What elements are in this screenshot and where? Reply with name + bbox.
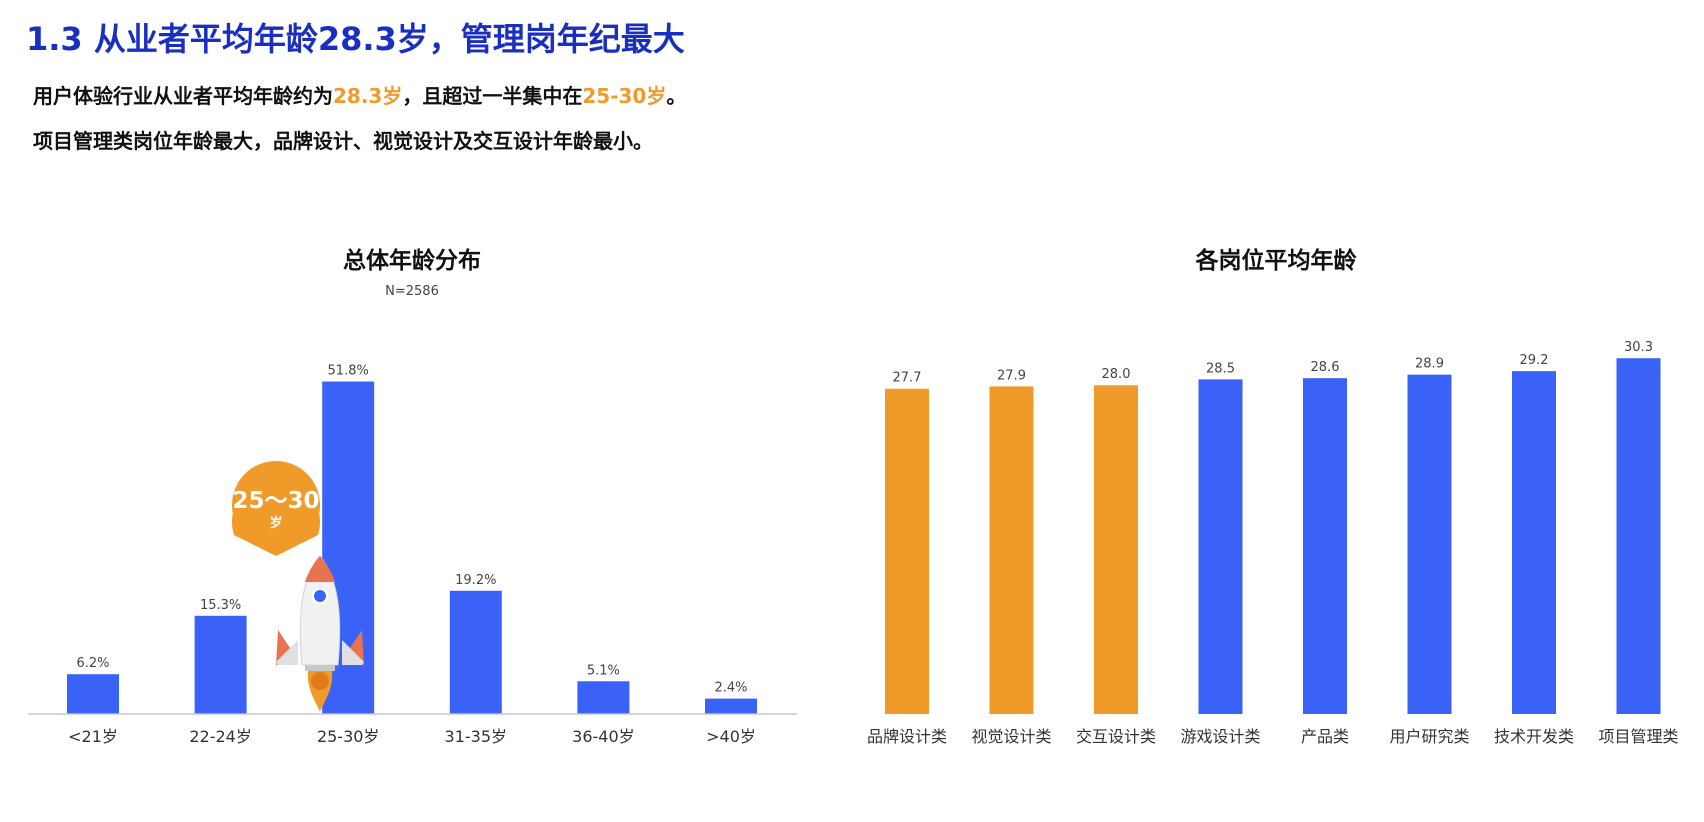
role-average-age-value-label-4: 28.6	[1311, 360, 1340, 375]
rocket-icon	[276, 555, 364, 712]
role-average-age-tick-label-3: 游戏设计类	[1180, 727, 1260, 746]
role-average-age-value-label-6: 29.2	[1520, 353, 1549, 368]
age-distribution-chart: 总体年龄分布 N=2586 6.2% 15.3% 51.8% 19.2% 5.1% 2.4…	[28, 247, 797, 746]
summary-text-1a: 用户体验行业从业者平均年龄约为	[33, 84, 333, 108]
age-distribution-bars: 6.2% 15.3% 51.8% 19.2% 5.1% 2.4%	[67, 364, 757, 714]
role-average-age-value-label-5: 28.9	[1415, 357, 1444, 372]
age-distribution-tick-label-5: >40岁	[706, 727, 756, 746]
age-distribution-tick-label-3: 31-35岁	[445, 727, 508, 746]
age-distribution-value-label-5: 2.4%	[714, 681, 747, 696]
age-distribution-bar-5	[705, 698, 757, 714]
role-average-age-tick-label-7: 项目管理类	[1598, 727, 1678, 746]
role-average-age-tick-label-0: 品牌设计类	[867, 727, 947, 746]
role-average-age-tick-label-1: 视觉设计类	[971, 727, 1051, 746]
age-distribution-value-label-3: 19.2%	[455, 573, 496, 588]
role-average-age-value-label-7: 30.3	[1624, 340, 1653, 355]
role-average-age-x-ticks: 品牌设计类 视觉设计类 交互设计类 游戏设计类 产品类 用户研究类 技术开发类 项目管理类	[867, 727, 1679, 746]
callout-unit-label: 岁	[269, 515, 282, 531]
role-average-age-bar-6	[1512, 371, 1556, 714]
summary-line-1: 用户体验行业从业者平均年龄约为28.3岁，且超过一半集中在25-30岁。	[33, 80, 686, 109]
age-distribution-value-label-4: 5.1%	[587, 663, 620, 678]
role-average-age-bars: 27.7 27.9 28.0 28.5 28.6 28.9 29.2 30.3	[885, 340, 1661, 714]
role-average-age-value-label-3: 28.5	[1206, 361, 1235, 376]
role-average-age-bar-5	[1407, 374, 1452, 714]
role-average-age-bar-7	[1616, 358, 1661, 714]
role-average-age-bar-0	[885, 388, 929, 714]
age-distribution-x-ticks: <21岁 22-24岁 25-30岁 31-35岁 36-40岁 >40岁	[68, 727, 756, 746]
role-average-age-value-label-1: 27.9	[997, 368, 1026, 383]
role-average-age-bar-2	[1094, 385, 1138, 714]
role-average-age-value-label-0: 27.7	[893, 371, 922, 386]
age-distribution-bar-1	[194, 615, 247, 714]
age-distribution-value-label-0: 6.2%	[76, 656, 109, 671]
age-distribution-tick-label-2: 25-30岁	[317, 727, 380, 746]
summary-highlight-age-range: 25-30岁	[582, 84, 667, 108]
role-average-age-bar-1	[989, 386, 1034, 714]
age-distribution-tick-label-1: 22-24岁	[189, 727, 252, 746]
summary-text-1c: 。	[666, 84, 687, 108]
role-average-age-tick-label-5: 用户研究类	[1389, 727, 1469, 746]
role-average-age-tick-label-6: 技术开发类	[1494, 727, 1574, 746]
age-distribution-tick-label-0: <21岁	[68, 727, 118, 746]
summary-text-1b: ，且超过一半集中在	[402, 84, 583, 108]
page-title: 1.3 从业者平均年龄28.3岁，管理岗年纪最大	[26, 20, 685, 58]
callout-bubble	[232, 461, 320, 549]
age-distribution-value-label-2: 51.8%	[328, 364, 369, 379]
age-distribution-sample-size: N=2586	[385, 284, 439, 299]
age-distribution-bar-4	[577, 681, 630, 714]
age-distribution-title: 总体年龄分布	[343, 247, 481, 274]
role-average-age-tick-label-4: 产品类	[1301, 727, 1349, 746]
summary-highlight-avg-age: 28.3岁	[333, 84, 403, 108]
age-distribution-bar-3	[449, 590, 502, 714]
role-average-age-tick-label-2: 交互设计类	[1076, 727, 1156, 746]
age-range-callout: 25～30 岁	[232, 461, 320, 556]
age-distribution-bar-0	[67, 674, 119, 714]
role-average-age-title: 各岗位平均年龄	[1195, 247, 1358, 274]
age-distribution-value-label-1: 15.3%	[200, 598, 241, 613]
role-average-age-value-label-2: 28.0	[1102, 367, 1131, 382]
role-average-age-bar-4	[1303, 378, 1347, 714]
age-distribution-tick-label-4: 36-40岁	[572, 727, 635, 746]
summary-line-2: 项目管理类岗位年龄最大，品牌设计、视觉设计及交互设计年龄最小。	[33, 129, 653, 153]
role-average-age-bar-3	[1198, 379, 1243, 714]
callout-range-label: 25～30	[232, 488, 319, 514]
